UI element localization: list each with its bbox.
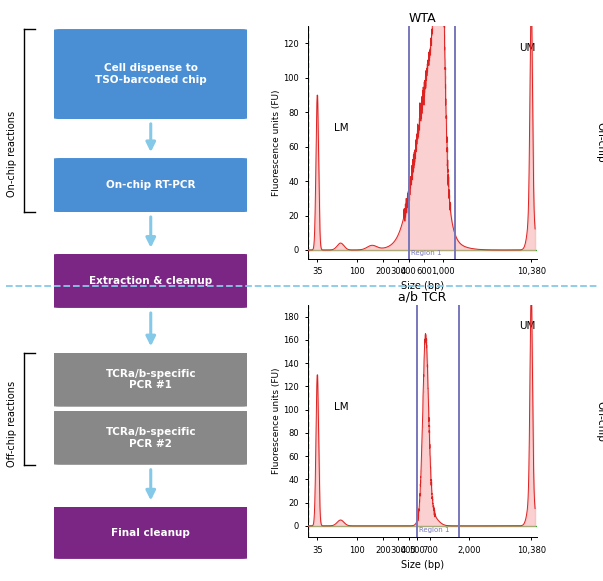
Text: UM: UM [519,321,535,331]
FancyBboxPatch shape [48,254,253,308]
Title: WTA: WTA [408,12,436,25]
Text: Off-chip: Off-chip [595,401,603,442]
Y-axis label: Fluorescence units (FU): Fluorescence units (FU) [271,368,280,475]
Text: Off-chip reactions: Off-chip reactions [7,381,17,467]
Text: On-chip: On-chip [595,122,603,163]
Text: TCRa/b-specific
PCR #1: TCRa/b-specific PCR #1 [106,369,196,390]
FancyBboxPatch shape [48,353,253,407]
FancyBboxPatch shape [48,507,253,559]
X-axis label: Size (bp): Size (bp) [400,560,444,571]
Y-axis label: Fluorescence units (FU): Fluorescence units (FU) [272,89,280,196]
Text: Final cleanup: Final cleanup [112,528,190,538]
Text: Region 1: Region 1 [420,527,450,533]
FancyBboxPatch shape [48,411,253,465]
X-axis label: Size (bp): Size (bp) [400,281,444,292]
FancyBboxPatch shape [48,158,253,212]
Text: On-chip RT-PCR: On-chip RT-PCR [106,180,195,190]
Text: Extraction & cleanup: Extraction & cleanup [89,276,212,286]
FancyBboxPatch shape [48,29,253,119]
Text: Region 1: Region 1 [411,250,441,256]
Title: a/b TCR: a/b TCR [398,291,446,304]
Text: TCRa/b-specific
PCR #2: TCRa/b-specific PCR #2 [106,427,196,449]
Text: UM: UM [519,43,535,53]
Text: LM: LM [334,402,349,412]
Text: On-chip reactions: On-chip reactions [7,111,17,197]
Text: Cell dispense to
TSO-barcoded chip: Cell dispense to TSO-barcoded chip [95,63,207,85]
Text: LM: LM [334,123,349,133]
